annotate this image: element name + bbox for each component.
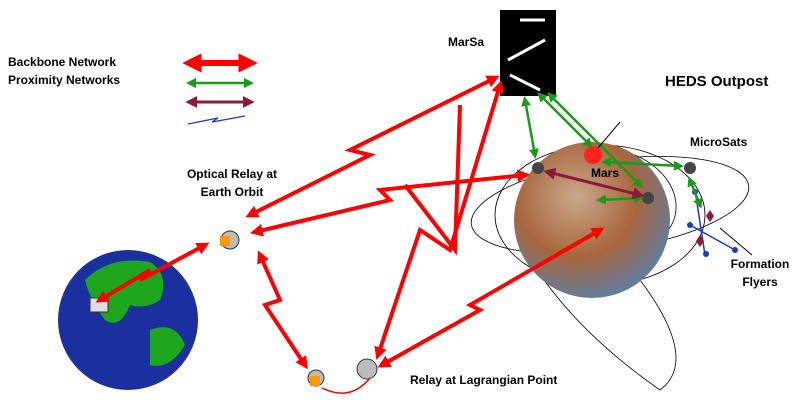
formation-label: Formation [731,257,790,271]
legend-label: Proximity Networks [8,73,120,87]
mars-label: Mars [591,166,619,180]
marsat-label: MarSa [448,35,484,49]
diagram: Backbone Network Proximity Networks [0,0,804,405]
earth [58,250,198,390]
optical-relay-label: Optical Relay at [187,167,277,181]
heds-label: HEDS Outpost [665,73,768,90]
optical-relay-label: Earth Orbit [201,185,264,199]
legend-blue [188,116,245,124]
microsats-label: MicroSats [690,135,748,149]
legend-label: Backbone Network [8,55,116,69]
formation-label: Flyers [742,275,778,289]
lagrangian-label: Relay at Lagrangian Point [410,373,557,387]
tether [322,378,370,393]
